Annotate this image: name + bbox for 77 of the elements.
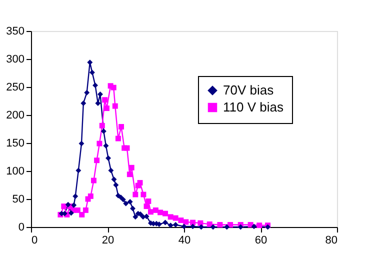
point [140,214,146,220]
x-tick-label: 80 [325,234,338,246]
point [102,97,108,103]
point [224,224,230,230]
point [217,222,223,228]
point [251,224,257,230]
point [111,176,117,182]
point [104,106,110,112]
legend-label: 70V bias [223,82,274,98]
point [89,70,95,76]
point [68,210,74,216]
point [183,219,189,225]
point [126,172,132,178]
point [76,168,82,174]
point [112,103,118,109]
x-tick-label: 60 [254,234,268,246]
point [130,206,136,212]
point [115,192,121,198]
point [71,202,77,208]
point [78,140,84,146]
point [103,143,109,149]
point [148,209,154,215]
point [135,182,141,188]
point [128,164,134,170]
x-tick-label: 0 [32,234,38,246]
point [94,158,100,164]
y-tick-label: 300 [6,54,24,66]
point [162,210,168,216]
point [115,136,121,142]
point [108,83,114,89]
point [132,192,138,198]
point [84,90,90,96]
point [127,199,133,205]
point [61,204,67,210]
point [172,222,178,228]
y-tick-label: 350 [6,26,24,38]
point [118,124,124,130]
point [181,224,187,230]
y-tick-label: 100 [6,166,24,178]
point [80,100,86,106]
point [106,155,112,161]
point [146,198,152,204]
point [79,212,85,218]
point [82,207,88,213]
point [198,220,204,226]
y-tick-label: 0 [18,222,24,234]
point [238,224,244,230]
point [206,221,212,227]
point [96,140,102,146]
point [100,128,106,134]
y-tick-label: 250 [6,82,24,94]
point [178,218,184,224]
point [72,193,78,199]
point [123,200,129,206]
point [198,224,204,230]
point [90,178,96,184]
y-tick-label: 200 [6,110,24,122]
point [172,215,178,221]
x-tick-label: 40 [178,234,191,246]
point [108,168,114,174]
point [140,192,146,198]
y-tick-label: 50 [12,194,24,206]
point [152,207,158,213]
point [168,214,174,220]
point [92,82,98,88]
point [210,224,216,230]
point [132,214,138,220]
point [162,220,168,226]
point [168,222,174,228]
x-tick-label: 20 [102,234,114,246]
legend-label: 110 V bias [223,100,284,114]
point [256,222,262,228]
point [144,204,150,210]
y-tick-label: 150 [6,138,24,150]
point [122,145,128,151]
point [113,182,119,188]
point [99,122,105,128]
